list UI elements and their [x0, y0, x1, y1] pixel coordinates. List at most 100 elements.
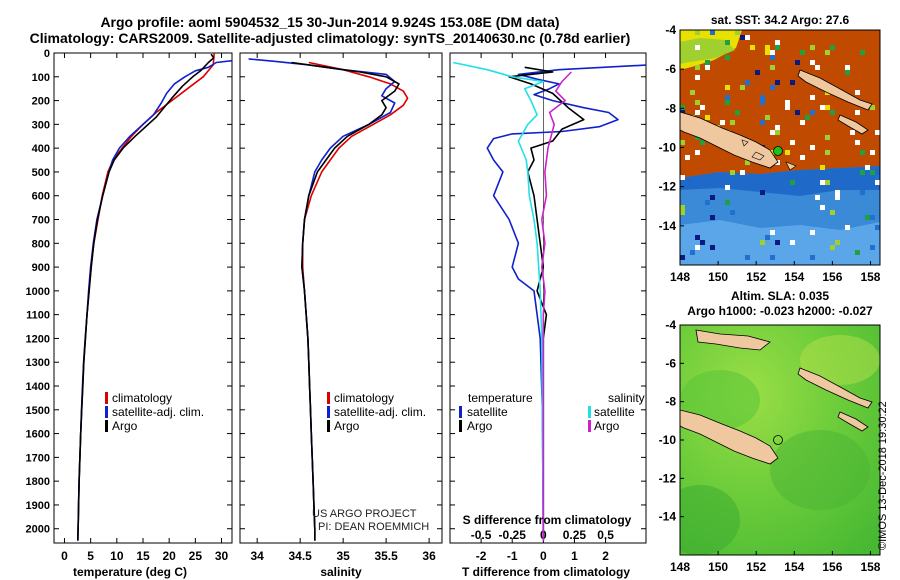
- figure-title-line2: Climatology: CARS2009. Satellite-adjuste…: [29, 30, 631, 46]
- s-tick-label: 0.25: [563, 528, 587, 542]
- depth-tick-label: 200: [32, 96, 50, 108]
- sst-pixel: [695, 45, 700, 50]
- legend-swatch: [588, 420, 591, 432]
- depth-tick-label: 100: [32, 72, 50, 84]
- x-tick-label: 1: [571, 549, 578, 563]
- sst-pixel: [770, 50, 775, 55]
- sst-pixel: [800, 50, 805, 55]
- sst-pixel: [795, 60, 800, 65]
- series-line-satellite-adj-clim-: [248, 58, 396, 541]
- sst-pixel: [695, 75, 700, 80]
- new-britain-land: [797, 367, 873, 409]
- depth-tick-label: 1400: [26, 381, 50, 393]
- sst-pixel: [705, 65, 710, 70]
- depth-tick-label: 1700: [26, 452, 50, 464]
- sst-pixel: [810, 95, 815, 100]
- lat-tick-label: -12: [659, 471, 677, 485]
- sst-pixel: [770, 130, 775, 135]
- series-line-satellite-adj-clim-: [77, 59, 232, 541]
- x-tick-label: 34.5: [288, 549, 312, 563]
- sla-map: [680, 325, 880, 555]
- lon-tick-label: 158: [860, 560, 880, 574]
- x-tick-label: 5: [87, 549, 94, 563]
- new-guinea-land: [680, 409, 779, 465]
- sst-pixel: [775, 130, 780, 135]
- sst-pixel: [695, 235, 700, 240]
- sst-pixel: [690, 250, 695, 255]
- sst-pixel: [710, 215, 715, 220]
- sst-pixel: [825, 180, 830, 185]
- sst-pixel: [770, 255, 775, 260]
- sst-pixel: [800, 120, 805, 125]
- depth-tick-label: 1600: [26, 429, 50, 441]
- sla-anomaly-low: [770, 430, 870, 510]
- sst-pixel: [875, 180, 880, 185]
- x-tick-label: 25: [189, 549, 203, 563]
- legend-label: satellite: [594, 405, 635, 419]
- sst-pixel: [745, 80, 750, 85]
- depth-tick-label: 400: [32, 143, 50, 155]
- sst-pixel: [740, 35, 745, 40]
- lon-tick-label: 148: [670, 560, 690, 574]
- depth-tick-label: 1200: [26, 333, 50, 345]
- sst-pixel: [695, 30, 700, 35]
- sst-pixel: [790, 240, 795, 245]
- sst-pixel: [870, 170, 875, 175]
- sst-pixel: [695, 65, 700, 70]
- salinity-axis-label: salinity: [320, 565, 362, 579]
- depth-tick-label: 1100: [26, 310, 50, 322]
- sst-pixel: [820, 165, 825, 170]
- lat-tick-label: -4: [665, 23, 676, 37]
- lat-tick-label: -4: [665, 318, 676, 332]
- sst-pixel: [730, 210, 735, 215]
- legend-swatch: [459, 406, 462, 418]
- credit-line-1: US ARGO PROJECT: [312, 508, 417, 520]
- sst-pixel: [775, 240, 780, 245]
- sst-pixel: [770, 85, 775, 90]
- sst-pixel: [745, 35, 750, 40]
- difference-legend: temperature salinity satellite Argo sate…: [459, 391, 645, 433]
- s-difference-axis-label: S difference from climatology: [463, 513, 632, 527]
- sst-pixel: [695, 245, 700, 250]
- sst-pixel: [805, 115, 810, 120]
- sst-pixel: [770, 55, 775, 60]
- sst-pixel: [810, 255, 815, 260]
- legend-swatch: [588, 406, 591, 418]
- sst-pixel: [690, 90, 695, 95]
- sst-pixel: [680, 140, 685, 145]
- depth-tick-label: 1300: [26, 357, 50, 369]
- legend-label: Argo: [112, 419, 138, 433]
- lat-tick-label: -10: [659, 433, 677, 447]
- sst-pixel: [845, 70, 850, 75]
- sst-pixel: [680, 255, 685, 260]
- sst-pixel: [810, 45, 815, 50]
- sst-pixel: [725, 85, 730, 90]
- s-tick-label: -0.25: [499, 528, 527, 542]
- x-tick-label: 34: [251, 549, 265, 563]
- credit-line-2: PI: DEAN ROEMMICH: [318, 521, 429, 533]
- lat-tick-label: -14: [659, 510, 677, 524]
- sst-pixel: [760, 100, 765, 105]
- sst-pixel: [725, 40, 730, 45]
- sst-pixel: [810, 230, 815, 235]
- solomon-island-land: [837, 114, 869, 135]
- s-tick-label: -0.5: [471, 528, 492, 542]
- sst-pixel: [855, 250, 860, 255]
- new-guinea-land: [680, 111, 779, 169]
- sst-map-title: sat. SST: 34.2 Argo: 27.6: [711, 13, 850, 27]
- sst-pixel: [790, 140, 795, 145]
- argo-float-marker: [773, 146, 783, 156]
- sst-pixel: [740, 85, 745, 90]
- sst-pixel: [800, 155, 805, 160]
- sst-pixel: [755, 70, 760, 75]
- sst-pixel: [835, 190, 840, 195]
- sst-pixel: [830, 110, 835, 115]
- legend-label: satellite-adj. clim.: [334, 405, 426, 419]
- argo-float-marker: [773, 435, 783, 445]
- lon-tick-label: 152: [746, 270, 766, 284]
- small-islands: [741, 139, 797, 171]
- legend-swatch: [327, 420, 330, 432]
- sst-pixel: [760, 120, 765, 125]
- sst-pixel: [760, 190, 765, 195]
- lat-tick-label: -8: [665, 395, 676, 409]
